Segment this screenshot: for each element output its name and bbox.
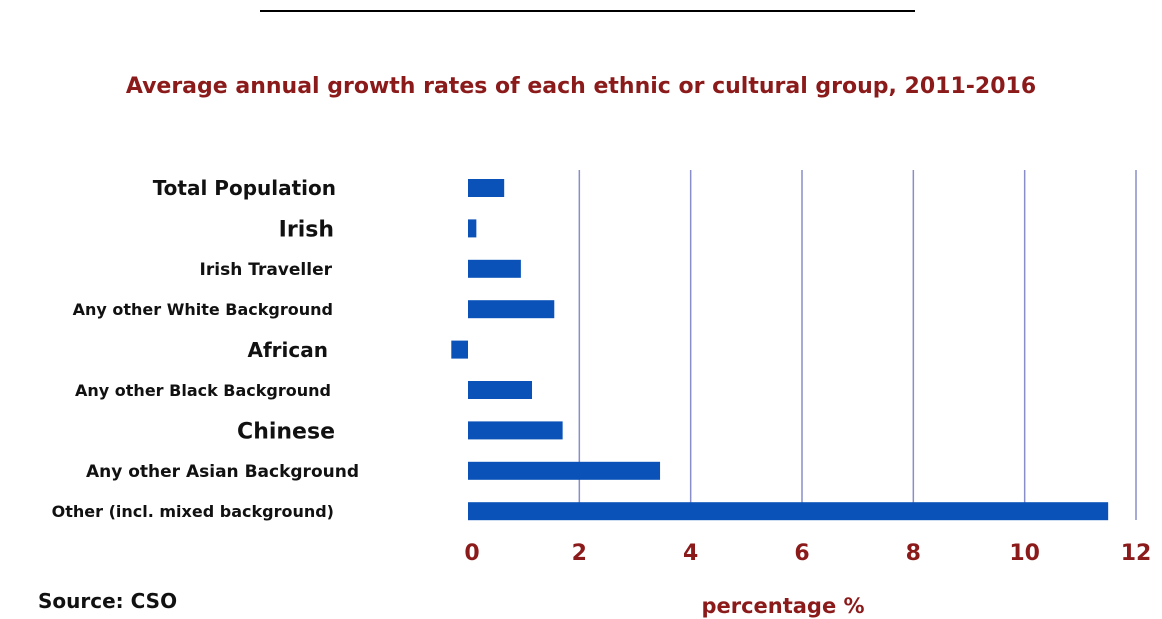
- bar-total-population: [468, 179, 505, 197]
- bars: [451, 179, 1109, 521]
- category-label: Other (incl. mixed background): [52, 502, 334, 521]
- bar-chinese: [468, 421, 563, 440]
- category-label: Total Population: [153, 176, 336, 200]
- source-note: Source: CSO: [38, 589, 178, 613]
- grid-lines: [578, 170, 1137, 520]
- category-label: African: [248, 338, 329, 362]
- x-tick-label: 4: [683, 541, 698, 566]
- bar-any-other-black-background: [468, 381, 533, 399]
- category-labels: Total Population Irish Irish Traveller Any …: [52, 176, 359, 521]
- category-label: Chinese: [237, 419, 335, 444]
- x-axis-title: percentage %: [701, 594, 864, 618]
- bar-any-other-asian-background: [468, 461, 661, 480]
- category-label: Any other Asian Background: [86, 462, 359, 482]
- category-label: Irish: [279, 217, 334, 242]
- category-label: Any other White Background: [73, 300, 333, 319]
- bar-other-incl-mixed-background: [468, 502, 1109, 521]
- bar-any-other-white-background: [468, 300, 555, 319]
- x-tick-label: 10: [1009, 541, 1040, 566]
- bar-african: [451, 340, 468, 359]
- x-tick-label: 6: [794, 541, 809, 566]
- category-label: Any other Black Background: [75, 381, 331, 400]
- x-tick-labels: 0 2 4 6 8 10 12: [464, 541, 1151, 566]
- x-tick-label: 2: [572, 541, 587, 566]
- category-label: Irish Traveller: [200, 260, 333, 280]
- top-divider-line: [260, 10, 915, 12]
- x-tick-label: 8: [906, 541, 921, 566]
- bar-irish-traveller: [468, 259, 521, 278]
- x-tick-label: 12: [1121, 541, 1152, 566]
- bar-irish: [468, 219, 477, 238]
- chart-title: Average annual growth rates of each ethn…: [125, 74, 1037, 99]
- x-tick-label: 0: [464, 541, 479, 566]
